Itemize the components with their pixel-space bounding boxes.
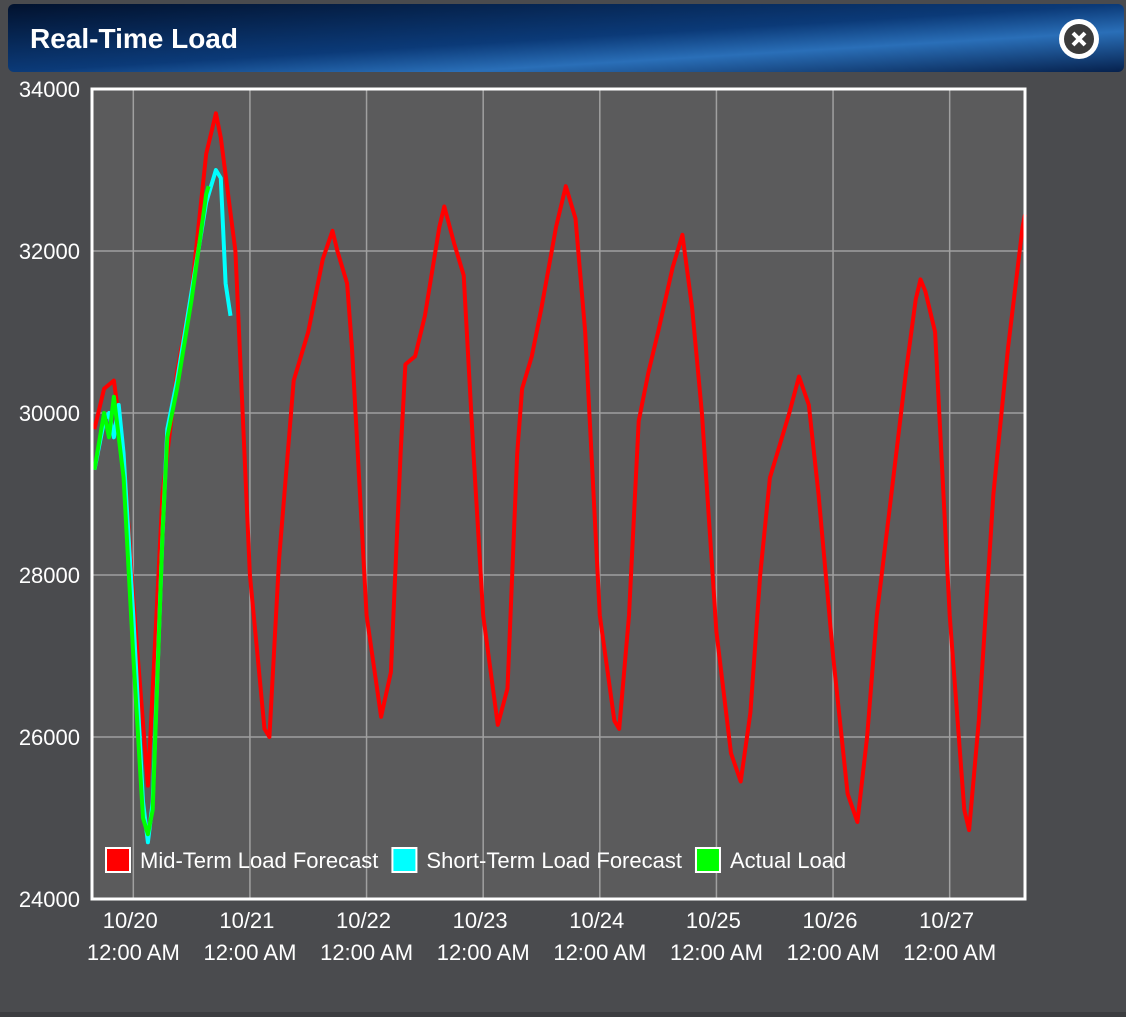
- legend-swatch: [105, 847, 131, 873]
- x-tick-label: 10/27 12:00 AM: [903, 908, 996, 965]
- x-tick-label: 10/22 12:00 AM: [320, 908, 413, 965]
- legend-label: Short-Term Load Forecast: [426, 848, 682, 873]
- legend-label: Actual Load: [730, 848, 846, 873]
- plot-frame: [90, 87, 1027, 901]
- y-tick-label: 28000: [19, 563, 80, 588]
- y-tick-label: 24000: [19, 887, 80, 912]
- close-button[interactable]: [1059, 19, 1099, 59]
- x-tick-label: 10/23 12:00 AM: [437, 908, 530, 965]
- legend-swatch: [391, 847, 418, 873]
- x-tick-label: 10/21 12:00 AM: [203, 908, 296, 965]
- x-tick-label: 10/26 12:00 AM: [787, 908, 880, 965]
- x-tick-label: 10/24 12:00 AM: [553, 908, 646, 965]
- x-tick-label: 10/25 12:00 AM: [670, 908, 763, 965]
- y-tick-label: 30000: [19, 401, 80, 426]
- legend-label: Mid-Term Load Forecast: [140, 848, 378, 873]
- header: [8, 4, 1124, 72]
- series-line: [92, 185, 211, 837]
- legend-swatch: [694, 847, 721, 873]
- series-line: [92, 111, 1027, 833]
- x-tick-label: 10/20 12:00 AM: [87, 908, 180, 965]
- y-tick-label: 34000: [19, 77, 80, 102]
- window-title: Real-Time Load: [30, 23, 238, 54]
- y-tick-label: 32000: [19, 239, 80, 264]
- y-tick-label: 26000: [19, 725, 80, 750]
